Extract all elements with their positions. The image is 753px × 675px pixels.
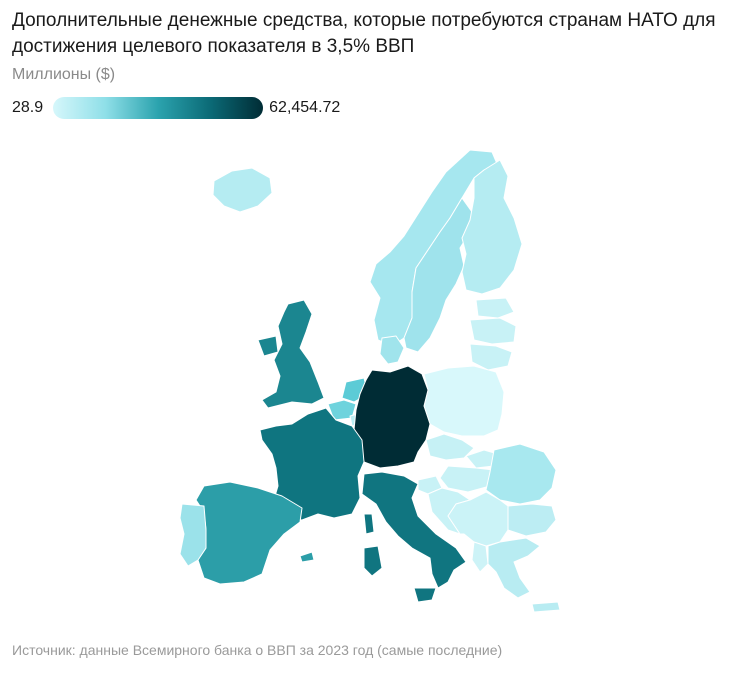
country-italy[interactable] [361, 471, 467, 603]
country-uk[interactable] [257, 299, 325, 409]
country-latvia[interactable] [469, 317, 517, 345]
country-denmark[interactable] [379, 335, 405, 365]
country-finland[interactable] [461, 159, 523, 295]
legend-gradient-bar [53, 97, 264, 119]
country-spain[interactable] [195, 481, 315, 585]
source-note: Источник: данные Всемирного банка о ВВП … [12, 642, 503, 658]
country-germany[interactable] [353, 365, 431, 469]
country-albania[interactable] [471, 541, 489, 573]
country-lithuania[interactable] [469, 343, 513, 371]
legend-max-value: 62,454.72 [269, 99, 341, 116]
country-iceland[interactable] [212, 167, 273, 213]
country-bulgaria[interactable] [507, 503, 557, 537]
legend-min-value: 28.9 [12, 99, 44, 116]
country-czechia[interactable] [425, 433, 475, 461]
country-portugal[interactable] [179, 503, 207, 567]
unit-label: Миллионы ($) [12, 66, 116, 83]
country-romania[interactable] [485, 443, 557, 505]
country-hungary[interactable] [439, 465, 495, 493]
europe-choropleth-map [179, 149, 561, 613]
color-legend: 28.9 62,454.72 [12, 96, 340, 120]
country-greece[interactable] [487, 537, 561, 613]
country-sweden[interactable] [403, 197, 473, 353]
country-poland[interactable] [423, 365, 505, 437]
country-estonia[interactable] [475, 297, 515, 319]
chart-title: Дополнительные денежные средства, которы… [12, 10, 716, 57]
